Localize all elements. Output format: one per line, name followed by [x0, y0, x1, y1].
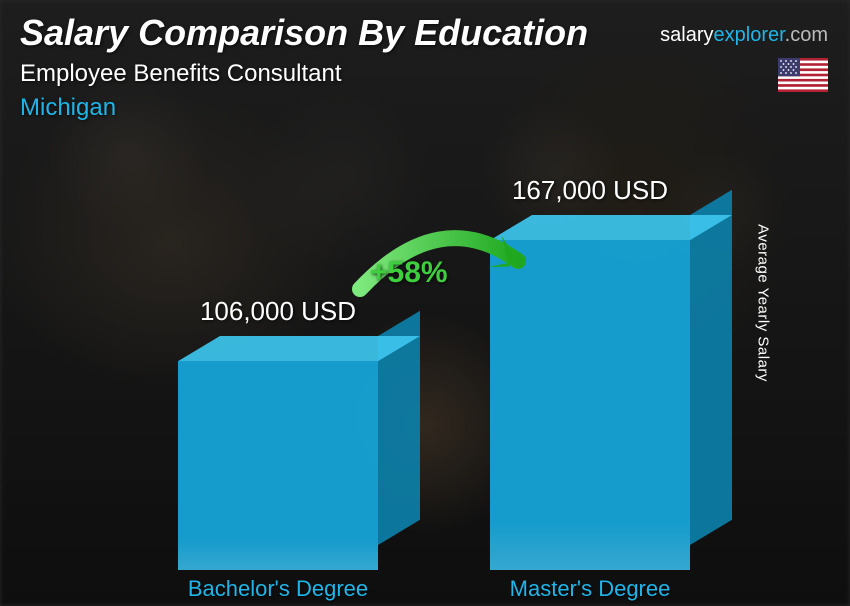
brand-prefix: salary	[660, 24, 713, 46]
bar-category-label: Master's Degree	[510, 576, 671, 602]
bar-front-face	[178, 361, 378, 570]
chart-area: 106,000 USDBachelor's Degree167,000 USDM…	[0, 136, 850, 606]
bar-top-face	[178, 336, 420, 361]
bar-side-face	[690, 190, 732, 545]
brand-logo: salaryexplorer.com	[660, 24, 828, 47]
chart-subtitle: Employee Benefits Consultant	[20, 60, 342, 88]
chart-title: Salary Comparison By Education	[20, 12, 588, 54]
bar-group: 106,000 USDBachelor's Degree	[178, 361, 378, 570]
flag-icon	[778, 58, 828, 92]
delta-percent-label: +58%	[370, 256, 448, 290]
chart-region: Michigan	[20, 94, 116, 122]
bar-category-label: Bachelor's Degree	[188, 576, 368, 602]
brand-accent: explorer	[714, 24, 785, 46]
bar-value-label: 167,000 USD	[512, 175, 668, 206]
brand-suffix: .com	[785, 24, 828, 46]
bar-value-label: 106,000 USD	[200, 296, 356, 327]
